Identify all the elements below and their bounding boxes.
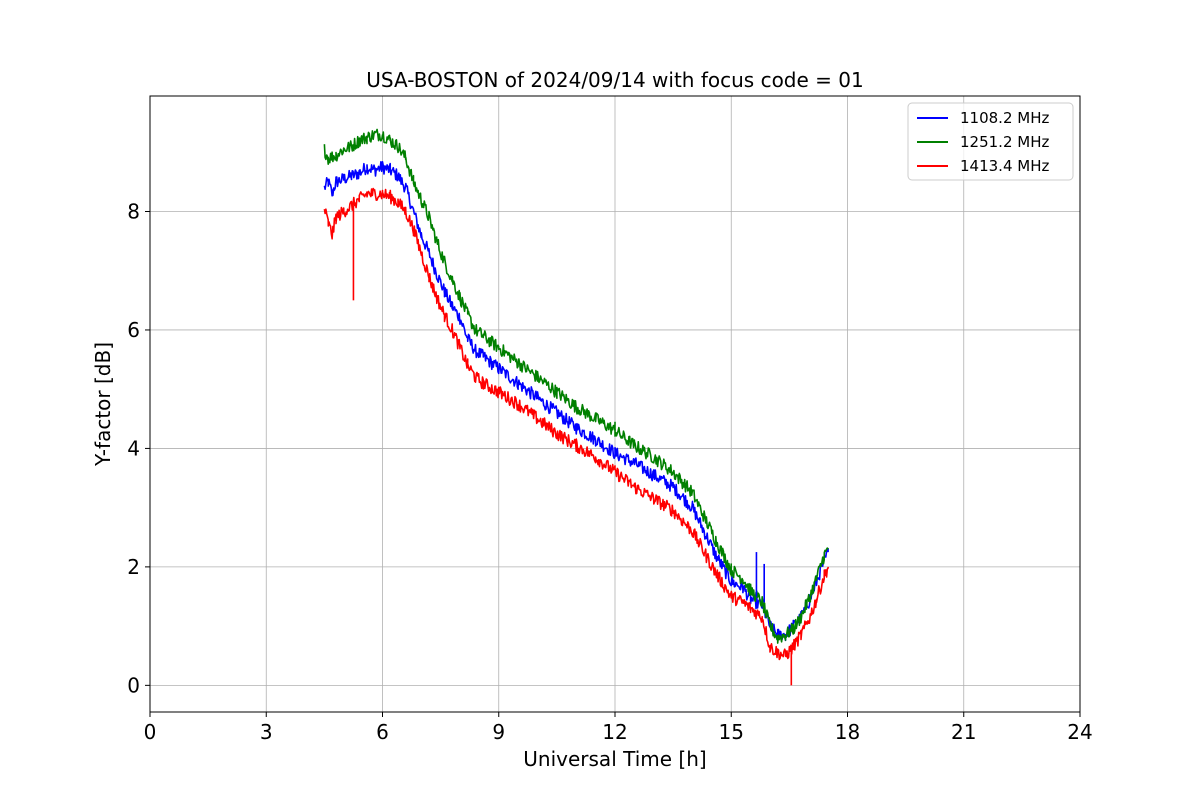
x-tick-label: 3	[260, 720, 273, 744]
x-tick-label: 0	[144, 720, 157, 744]
y-tick-label: 2	[127, 555, 140, 579]
y-tick-label: 4	[127, 436, 140, 460]
series-lines	[323, 128, 829, 686]
x-axis-label: Universal Time [h]	[523, 747, 706, 771]
series-line-1	[323, 161, 829, 642]
x-tick-label: 18	[835, 720, 860, 744]
legend-box	[907, 102, 1074, 181]
legend: 1108.2 MHz 1251.2 MHz 1413.4 MHz	[907, 102, 1074, 181]
y-tick-label: 6	[127, 318, 140, 342]
x-tick-label: 15	[719, 720, 744, 744]
x-tick-label: 21	[951, 720, 976, 744]
chart-title: USA-BOSTON of 2024/09/14 with focus code…	[366, 68, 863, 92]
grid	[149, 96, 1081, 712]
series-line-3	[323, 187, 829, 661]
series-line-2	[323, 128, 829, 644]
x-tick-label: 24	[1067, 720, 1092, 744]
y-tick-label: 0	[127, 673, 140, 697]
y-axis-label: Y-factor [dB]	[91, 342, 115, 467]
y-tick-label: 8	[127, 200, 140, 224]
x-tick-label: 6	[376, 720, 389, 744]
x-tick-label: 12	[602, 720, 627, 744]
legend-label: 1251.2 MHz	[960, 133, 1049, 151]
legend-label: 1108.2 MHz	[960, 109, 1049, 127]
legend-label: 1413.4 MHz	[960, 157, 1049, 175]
x-tick-label: 9	[492, 720, 505, 744]
